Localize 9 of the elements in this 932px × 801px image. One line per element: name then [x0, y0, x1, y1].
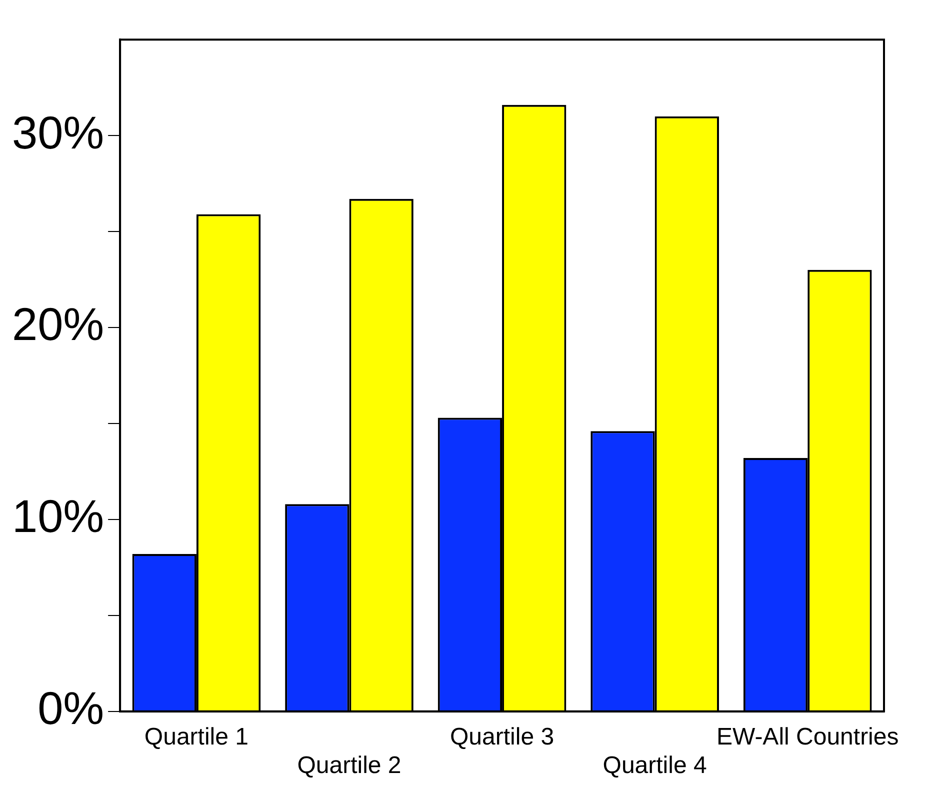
x-tick-label: Quartile 1 [144, 723, 248, 750]
y-tick-label: 30% [12, 106, 104, 158]
y-tick-label: 20% [12, 298, 104, 350]
x-tick-label: Quartile 2 [297, 752, 402, 780]
x-tick-label: EW-All Countries [716, 723, 899, 750]
x-tick-label: Quartile 4 [602, 752, 707, 780]
y-tick-label: 10% [12, 490, 104, 542]
y-tick-label: 0% [38, 682, 104, 734]
x-tick-label: Quartile 3 [450, 723, 554, 750]
